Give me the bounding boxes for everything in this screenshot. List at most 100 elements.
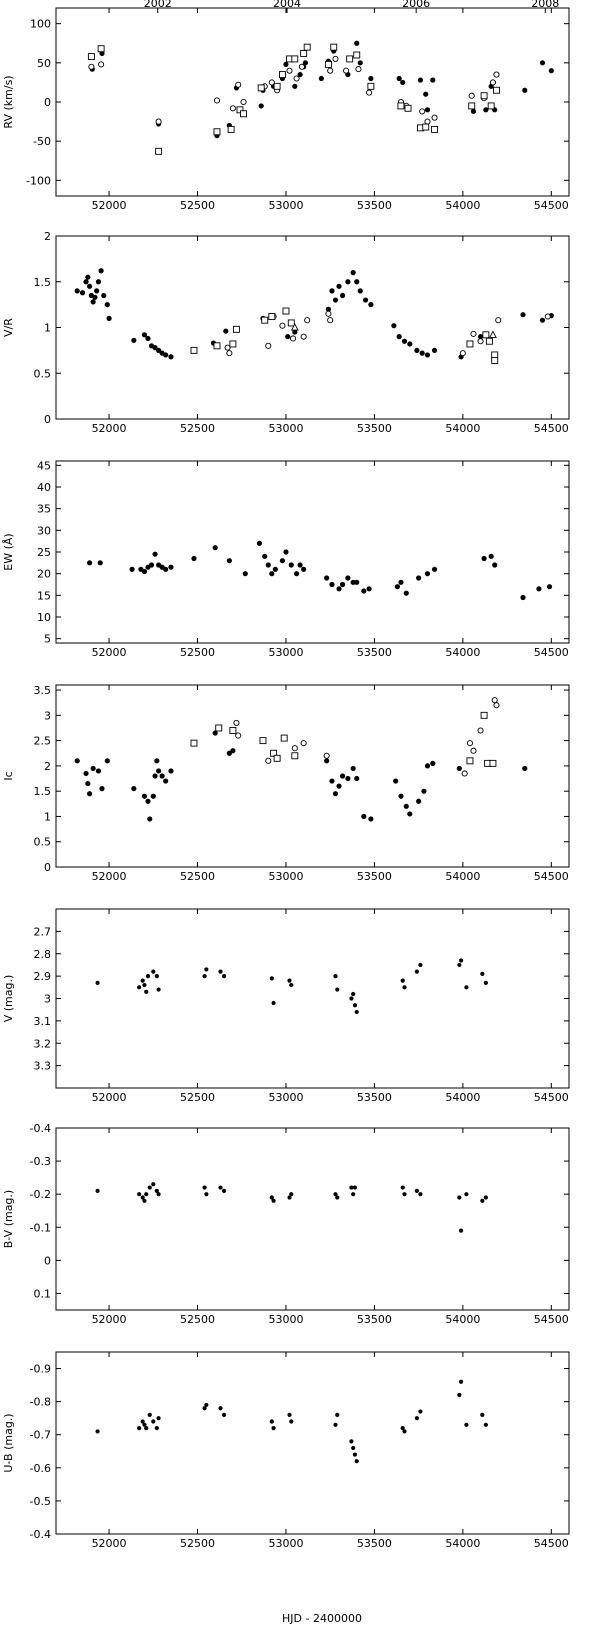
data-point-triangle [488,330,497,338]
data-point-dot [144,1426,149,1431]
data-point-filled [212,545,218,551]
data-point-square [280,734,288,742]
data-point-square [261,316,269,324]
data-point-filled [329,288,335,294]
y-tick-label: -0.8 [30,1396,51,1409]
data-point-square [273,82,281,90]
data-point-square [300,49,308,57]
data-point-filled [293,571,300,577]
x-tick-label: 54000 [445,199,480,212]
x-tick-label: 54000 [445,1313,480,1326]
data-point-dot [349,1439,354,1444]
data-point-open [279,322,286,329]
data-point-filled [90,299,96,305]
x-tick-label: 52500 [180,1091,215,1104]
data-point-dot [142,982,147,988]
data-point-square [213,128,221,136]
panel-v: 52000 52500 53000 53500 54000 54500 2.7 2.8 2.9 3… [2,908,570,1104]
data-point-dot [354,1009,359,1015]
y-tick-label: 5 [44,633,51,646]
y-tick-label: -100 [26,174,51,187]
data-point-filled [336,783,342,789]
y-tick-label: 25 [37,546,51,559]
y-tick-label: -0.7 [30,1429,51,1442]
data-point-filled [403,590,409,596]
data-point-dot [218,969,223,974]
data-point-square [282,307,290,315]
data-point-filled [414,347,420,353]
data-point-filled [339,292,346,299]
data-point-filled [156,768,162,774]
data-point-filled [546,584,553,590]
data-point-square [97,45,105,53]
data-point-filled [141,568,148,575]
data-point-open [461,770,468,777]
x-tick-label: 52000 [92,1537,127,1550]
x-tick-label: 52500 [180,422,215,435]
data-point-open [493,702,500,709]
panel-vr: 52000 52500 53000 53500 54000 54500 0 0.5 1 1.5 2 V… [2,230,570,435]
x-tick-label: 53000 [268,1091,303,1104]
data-point-filled [301,566,307,572]
data-point-open [155,118,162,125]
data-point-dot [335,1195,340,1200]
x-tick-label: 52500 [180,199,215,212]
data-point-filled [156,347,162,353]
data-point-filled [332,791,339,797]
data-point-filled [159,773,165,779]
data-point-dot [414,969,419,974]
data-point-square [404,104,412,112]
data-point-dot [140,1195,145,1200]
data-point-filled [357,60,363,66]
data-point-open [235,81,242,88]
data-point-dot [483,1195,488,1200]
data-point-filled [522,87,528,93]
data-point-filled [95,279,102,285]
y-tick-label: 0.5 [34,836,52,849]
data-point-filled [152,773,158,779]
data-point-open [229,105,236,112]
data-point-open [544,313,551,320]
x-tick-label: 52500 [180,1313,215,1326]
data-point-dot [483,1422,488,1427]
data-point-square [273,754,281,762]
data-point-dot [354,1459,359,1464]
data-point-open [327,67,334,74]
data-point-filled [297,562,303,568]
data-point-filled [87,791,93,797]
data-point-dot [204,1192,209,1197]
data-point-dot [418,1192,423,1197]
data-point-filled [152,345,158,351]
data-point-filled [424,763,431,769]
data-point-filled [288,562,294,568]
data-point-filled [393,778,399,784]
data-point-open [431,114,438,121]
data-point-square [324,60,332,68]
y-tick-label: -0.6 [30,1462,51,1475]
data-point-square [353,51,361,59]
data-point-dot [144,989,149,994]
y-tick-label: 0 [44,96,51,109]
data-point-filled [94,288,100,294]
data-point-dot [287,978,292,983]
y-tick-label: 40 [37,481,51,494]
data-point-square [485,337,493,345]
data-point-open [459,350,466,357]
data-point-filled [332,297,339,303]
y-tick-label: 3.2 [34,1037,52,1050]
y-tick-label: 1.5 [34,785,52,798]
y-tick-label: 3.5 [34,684,52,697]
y-tick-label: 1 [44,810,51,823]
data-point-dot [351,1445,356,1451]
data-point-filled [147,816,153,822]
y-axis-label-ew: EW (Å) [2,533,15,570]
data-point-square [87,53,95,61]
data-point-filled [152,551,158,557]
data-point-square [287,319,295,327]
x-tick-label: 52500 [180,646,215,659]
x-tick-label: 54500 [534,646,569,659]
y-tick-label: -0.4 [30,1122,51,1135]
data-point-filled [83,770,89,777]
x-tick-label: 52000 [92,1091,127,1104]
data-point-filled [350,270,356,276]
